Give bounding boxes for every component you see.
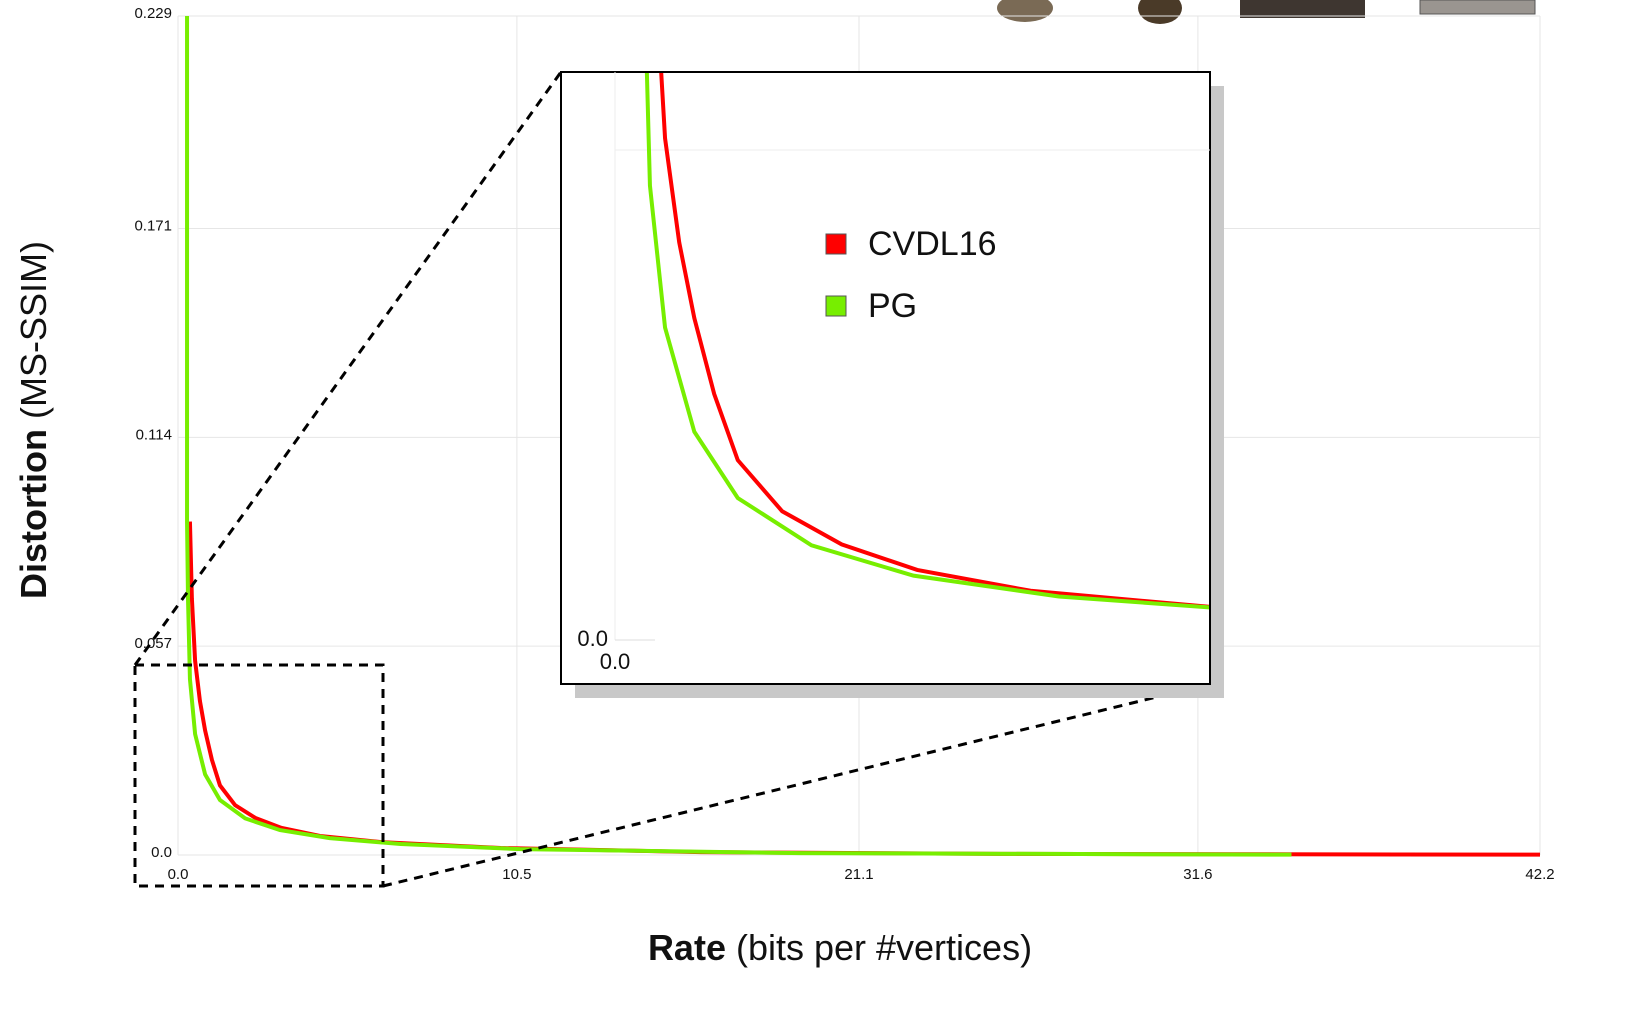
x-tick-label: 10.5 (502, 866, 531, 883)
x-label-unit: (bits per #vertices) (736, 927, 1032, 968)
legend-label: PG (868, 287, 917, 325)
y-tick-label: 0.114 (136, 426, 172, 443)
legend-label: CVDL16 (868, 225, 997, 263)
zoom-connector (133, 71, 563, 666)
y-tick-label: 0.057 (134, 635, 172, 652)
x-tick-label: 21.1 (844, 866, 873, 883)
legend-swatch (825, 233, 847, 255)
y-tick-label: 0.171 (134, 217, 172, 234)
inset-y-tick-label: 0.0 (577, 626, 608, 651)
series-line (185, 16, 1292, 857)
inset-frame (560, 71, 1211, 685)
inset-plot: 0.00.0 (577, 72, 1210, 674)
zoom-box (133, 663, 385, 888)
x-label-main: Rate (648, 927, 726, 968)
inset-x-tick-label: 0.0 (600, 649, 631, 674)
series-line (659, 73, 1209, 609)
y-axis-label: Distortion (MS-SSIM) (13, 241, 54, 599)
thumbnails (997, 0, 1536, 24)
plot-area: 0.0 0.057 0.114 0.171 0.229 0.0 10.5 21.1 31.6 42… (134, 5, 1554, 883)
x-tick-label: 31.6 (1183, 866, 1212, 883)
y-tick-label: 0.229 (134, 5, 172, 22)
y-tick-label: 0.0 (151, 844, 172, 861)
x-tick-label: 42.2 (1525, 866, 1554, 883)
inset-series (644, 73, 1209, 610)
series-line (644, 73, 1209, 610)
y-label-main: Distortion (13, 429, 54, 599)
y-label-unit: (MS-SSIM) (13, 241, 54, 419)
zoom-connector (382, 682, 1211, 888)
x-tick-label: 0.0 (168, 866, 189, 883)
legend: CVDL16 PG (825, 225, 997, 325)
x-axis-label: Rate (bits per #vertices) (648, 927, 1032, 968)
legend-swatch (825, 295, 847, 317)
